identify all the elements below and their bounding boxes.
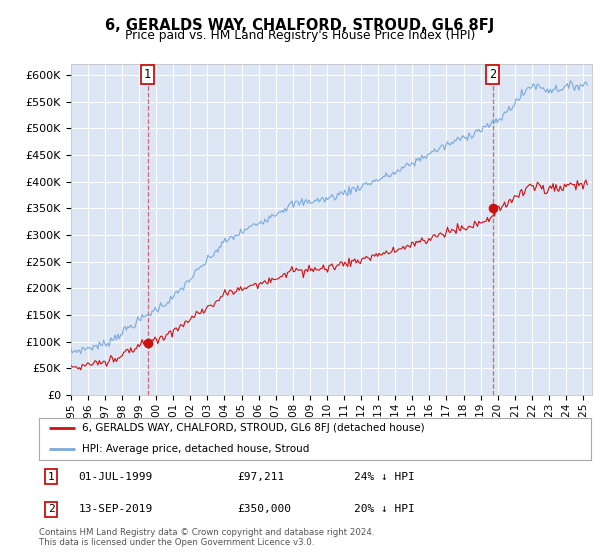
Text: 6, GERALDS WAY, CHALFORD, STROUD, GL6 8FJ: 6, GERALDS WAY, CHALFORD, STROUD, GL6 8F… bbox=[106, 18, 494, 33]
Text: 13-SEP-2019: 13-SEP-2019 bbox=[79, 505, 153, 514]
Text: 2: 2 bbox=[489, 68, 496, 81]
Text: 24% ↓ HPI: 24% ↓ HPI bbox=[353, 472, 415, 482]
Text: 2: 2 bbox=[48, 505, 55, 514]
Text: Contains HM Land Registry data © Crown copyright and database right 2024.
This d: Contains HM Land Registry data © Crown c… bbox=[39, 528, 374, 547]
Text: £350,000: £350,000 bbox=[238, 505, 292, 514]
Text: 1: 1 bbox=[48, 472, 55, 482]
Text: 6, GERALDS WAY, CHALFORD, STROUD, GL6 8FJ (detached house): 6, GERALDS WAY, CHALFORD, STROUD, GL6 8F… bbox=[82, 423, 425, 433]
Text: £97,211: £97,211 bbox=[238, 472, 285, 482]
Text: HPI: Average price, detached house, Stroud: HPI: Average price, detached house, Stro… bbox=[82, 445, 310, 454]
Text: 20% ↓ HPI: 20% ↓ HPI bbox=[353, 505, 415, 514]
Text: 01-JUL-1999: 01-JUL-1999 bbox=[79, 472, 153, 482]
Text: Price paid vs. HM Land Registry's House Price Index (HPI): Price paid vs. HM Land Registry's House … bbox=[125, 29, 475, 42]
Text: 1: 1 bbox=[144, 68, 151, 81]
